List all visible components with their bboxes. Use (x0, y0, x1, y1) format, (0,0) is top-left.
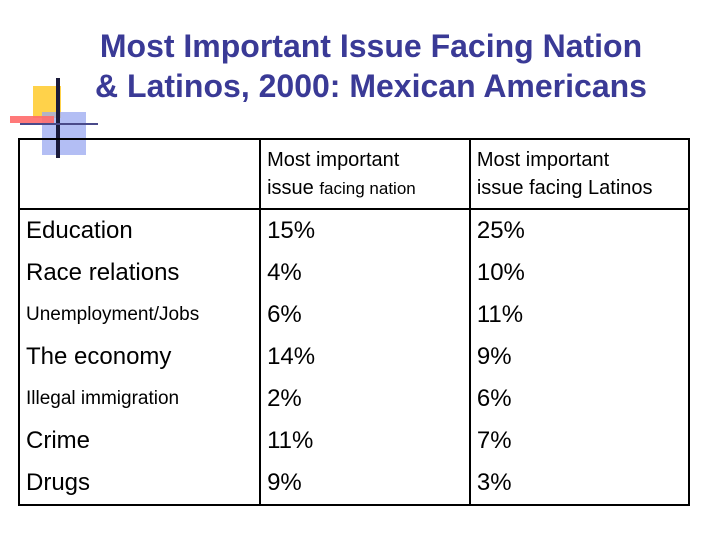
row-latinos-value: 11% (476, 301, 524, 328)
table-row: Race relations 4% 10% (19, 252, 689, 294)
header-issue (19, 139, 261, 210)
row-issue: Race relations (26, 259, 180, 286)
table-row: Education 15% 25% (19, 209, 689, 252)
slide-title-line-1: Most Important Issue Facing Nation (99, 28, 643, 64)
row-nation-value: 14% (259, 336, 471, 378)
header-nation-part1: Most important (267, 148, 400, 171)
row-latinos-value: 6% (476, 385, 512, 412)
decor-horizontal-line (20, 123, 98, 125)
row-nation-value: 11% (259, 420, 471, 462)
row-issue: Education (26, 217, 133, 244)
row-nation-value: 15% (259, 209, 471, 252)
table-header-row: Most important issue facing nation Most … (19, 139, 689, 210)
header-nation-part3: facing nation (319, 178, 416, 198)
row-latinos-value: 7% (476, 427, 512, 454)
header-latinos: Most important issue facing Latinos (469, 139, 689, 210)
slide-title: Most Important Issue Facing Nation & Lat… (36, 26, 706, 106)
row-issue: Illegal immigration (26, 388, 180, 409)
row-issue: Unemployment/Jobs (26, 304, 200, 325)
row-latinos-value: 10% (476, 259, 525, 286)
row-nation-value: 4% (259, 252, 471, 294)
row-issue: Drugs (26, 469, 91, 496)
row-nation-value: 6% (259, 294, 471, 336)
header-nation-part2: issue (267, 176, 314, 199)
row-latinos-value: 3% (476, 469, 512, 496)
issues-table: Most important issue facing nation Most … (18, 138, 690, 506)
header-nation: Most important issue facing nation (259, 139, 471, 210)
table-row: Unemployment/Jobs 6% 11% (19, 294, 689, 336)
header-latinos-line1: Most important (476, 149, 610, 171)
row-issue: The economy (26, 343, 172, 370)
header-latinos-line2: issue facing Latinos (476, 177, 653, 199)
row-nation-value: 2% (259, 378, 471, 420)
row-latinos-value: 9% (476, 343, 512, 370)
row-latinos-value: 25% (476, 217, 525, 244)
table-row: Crime 11% 7% (19, 420, 689, 462)
decor-vertical-line (56, 78, 60, 158)
row-nation-value: 9% (259, 462, 471, 505)
decor-red-bar (10, 116, 54, 123)
table-row: Drugs 9% 3% (19, 462, 689, 505)
table-row: The economy 14% 9% (19, 336, 689, 378)
row-issue: Crime (26, 427, 90, 454)
table-row: Illegal immigration 2% 6% (19, 378, 689, 420)
slide-title-line-2: & Latinos, 2000: Mexican Americans (95, 68, 647, 104)
